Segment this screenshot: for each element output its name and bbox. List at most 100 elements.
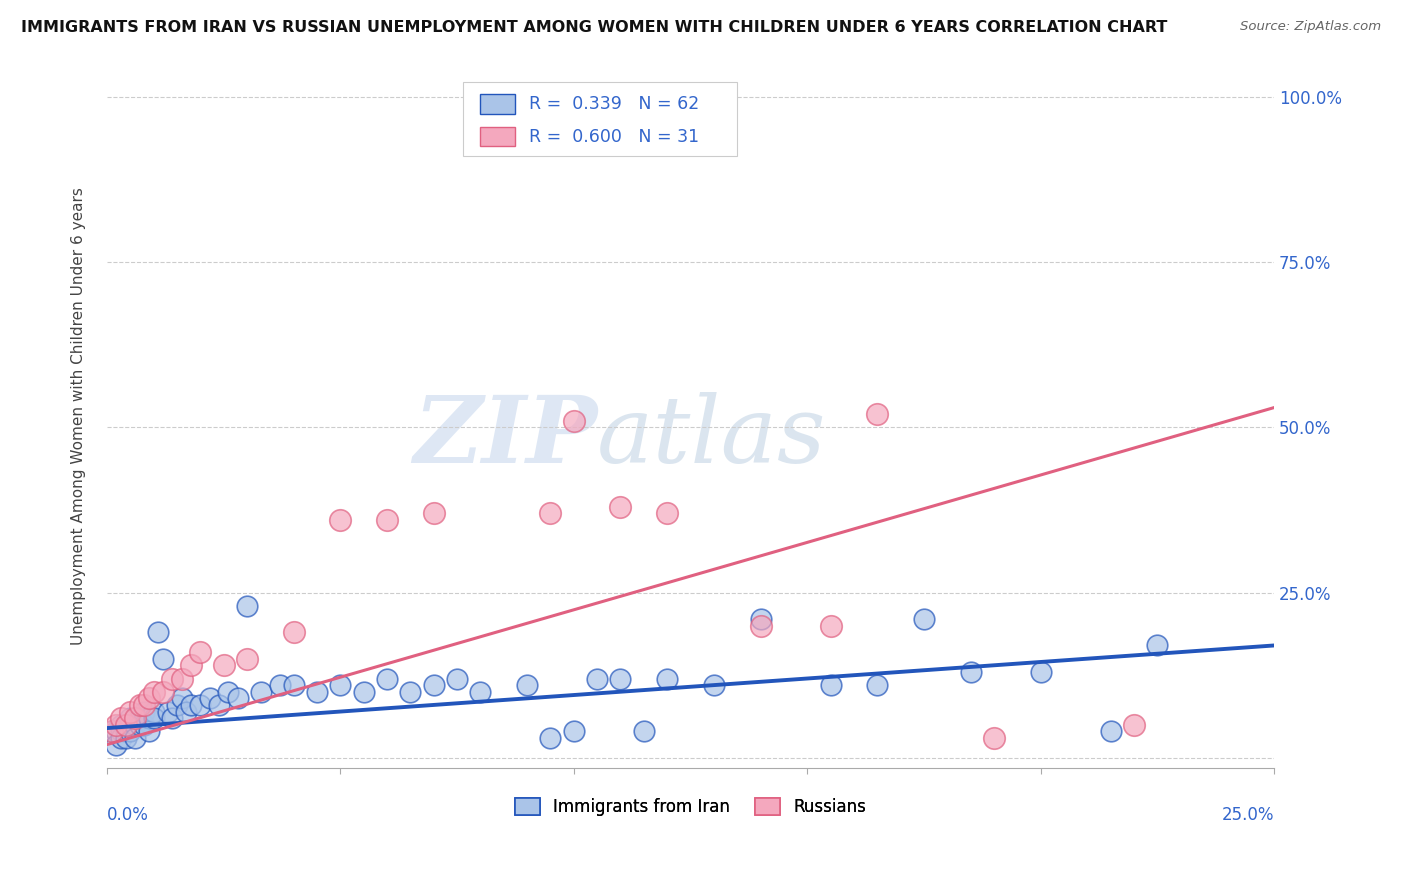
Point bbox=[820, 678, 842, 692]
Point bbox=[152, 651, 174, 665]
Point bbox=[353, 684, 375, 698]
Point bbox=[110, 731, 132, 745]
Point bbox=[516, 678, 538, 692]
Point bbox=[212, 658, 235, 673]
Point bbox=[307, 684, 329, 698]
Point bbox=[142, 711, 165, 725]
Point bbox=[423, 506, 446, 520]
Point bbox=[399, 684, 422, 698]
Point bbox=[190, 645, 212, 659]
Point bbox=[142, 684, 165, 698]
Point bbox=[110, 711, 132, 725]
Point bbox=[749, 618, 772, 632]
Point bbox=[250, 684, 273, 698]
Text: R =  0.339   N = 62: R = 0.339 N = 62 bbox=[530, 95, 700, 113]
Point bbox=[128, 718, 150, 732]
Point bbox=[375, 513, 398, 527]
Point bbox=[283, 678, 305, 692]
Point bbox=[657, 506, 679, 520]
Point bbox=[586, 672, 609, 686]
Point bbox=[114, 724, 136, 739]
Point bbox=[128, 698, 150, 712]
Point bbox=[633, 724, 655, 739]
Point bbox=[134, 705, 156, 719]
Point bbox=[912, 612, 935, 626]
Legend: Immigrants from Iran, Russians: Immigrants from Iran, Russians bbox=[508, 791, 873, 822]
Point bbox=[128, 711, 150, 725]
Point bbox=[120, 718, 142, 732]
Point bbox=[198, 691, 221, 706]
Point bbox=[134, 698, 156, 712]
FancyBboxPatch shape bbox=[481, 127, 516, 146]
Point bbox=[190, 698, 212, 712]
Point bbox=[120, 711, 142, 725]
Point bbox=[162, 711, 184, 725]
Point bbox=[142, 705, 165, 719]
Point bbox=[540, 506, 562, 520]
Point bbox=[283, 625, 305, 640]
Text: ZIP: ZIP bbox=[413, 392, 598, 482]
Point bbox=[138, 724, 160, 739]
Point bbox=[562, 414, 585, 428]
Point bbox=[236, 599, 259, 613]
Point bbox=[114, 718, 136, 732]
Point bbox=[176, 705, 198, 719]
Point bbox=[562, 724, 585, 739]
Point bbox=[866, 407, 889, 421]
Text: R =  0.600   N = 31: R = 0.600 N = 31 bbox=[530, 128, 700, 145]
Point bbox=[959, 665, 981, 679]
Point bbox=[166, 698, 188, 712]
FancyBboxPatch shape bbox=[481, 95, 516, 114]
Point bbox=[180, 658, 202, 673]
Point bbox=[120, 724, 142, 739]
Point bbox=[217, 684, 239, 698]
Point bbox=[156, 705, 179, 719]
Point bbox=[226, 691, 249, 706]
Point bbox=[375, 672, 398, 686]
Point bbox=[269, 678, 291, 692]
Text: atlas: atlas bbox=[598, 392, 827, 482]
Point bbox=[162, 672, 184, 686]
Point bbox=[100, 724, 122, 739]
Point bbox=[124, 731, 146, 745]
Point bbox=[470, 90, 492, 104]
FancyBboxPatch shape bbox=[463, 82, 737, 155]
Point bbox=[120, 705, 142, 719]
Text: 0.0%: 0.0% bbox=[107, 806, 149, 824]
Point bbox=[138, 691, 160, 706]
Point bbox=[180, 698, 202, 712]
Point bbox=[105, 738, 128, 752]
Point bbox=[657, 672, 679, 686]
Point bbox=[208, 698, 231, 712]
Point bbox=[152, 684, 174, 698]
Point bbox=[105, 718, 128, 732]
Text: Source: ZipAtlas.com: Source: ZipAtlas.com bbox=[1240, 20, 1381, 33]
Point bbox=[110, 724, 132, 739]
Point bbox=[703, 678, 725, 692]
Point bbox=[100, 724, 122, 739]
Point bbox=[983, 731, 1005, 745]
Point bbox=[423, 678, 446, 692]
Point bbox=[105, 724, 128, 739]
Point bbox=[138, 711, 160, 725]
Point bbox=[134, 718, 156, 732]
Text: 25.0%: 25.0% bbox=[1222, 806, 1274, 824]
Y-axis label: Unemployment Among Women with Children Under 6 years: Unemployment Among Women with Children U… bbox=[72, 187, 86, 645]
Point bbox=[170, 691, 193, 706]
Point bbox=[866, 678, 889, 692]
Point bbox=[820, 618, 842, 632]
Point bbox=[148, 625, 170, 640]
Point bbox=[124, 711, 146, 725]
Point bbox=[1122, 718, 1144, 732]
Point bbox=[1029, 665, 1052, 679]
Point bbox=[124, 718, 146, 732]
Point bbox=[470, 684, 492, 698]
Point bbox=[236, 651, 259, 665]
Point bbox=[446, 672, 468, 686]
Point bbox=[1146, 639, 1168, 653]
Point bbox=[609, 672, 631, 686]
Point bbox=[1099, 724, 1122, 739]
Point bbox=[540, 731, 562, 745]
Point bbox=[749, 612, 772, 626]
Point bbox=[170, 672, 193, 686]
